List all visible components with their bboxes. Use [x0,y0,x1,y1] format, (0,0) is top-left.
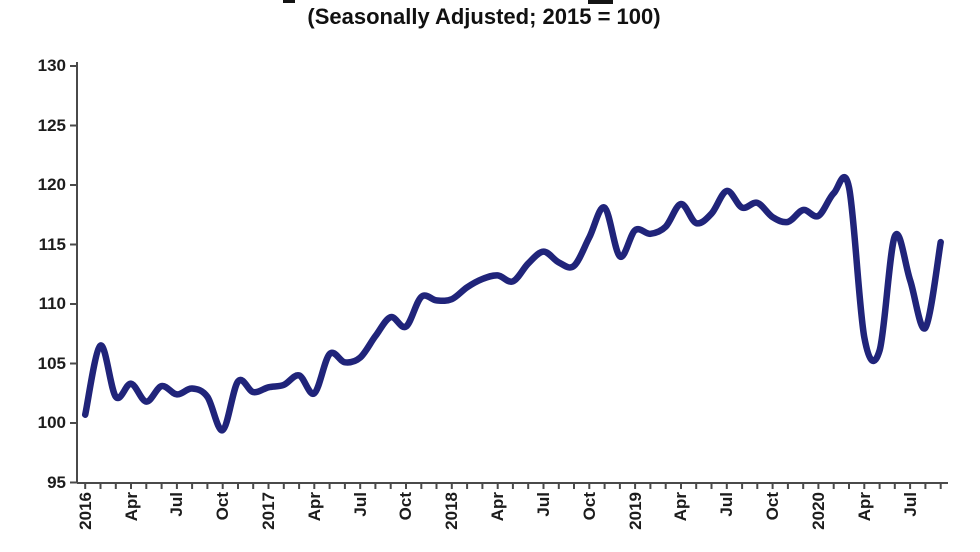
y-tick-label: 125 [37,116,66,135]
x-tick-label: 2020 [809,492,828,530]
x-tick-label: Apr [305,492,324,522]
y-tick-label: 95 [47,473,66,492]
x-tick-label: Jul [901,492,920,517]
x-tick-label: Jul [167,492,186,517]
x-tick-label: 2016 [76,492,95,530]
cropped-text-fragment [283,0,295,3]
y-tick-label: 130 [37,56,66,75]
x-tick-label: Apr [488,492,507,522]
data-line [81,174,944,434]
x-tick-label: Jul [717,492,736,517]
x-tick-label: Oct [580,492,599,521]
chart-title: (Seasonally Adjusted; 2015 = 100) [307,4,661,29]
y-tick-label: 100 [37,413,66,432]
x-tick-label: Apr [855,492,874,522]
y-tick-label: 120 [37,175,66,194]
x-tick-label: Apr [671,492,690,522]
x-tick-label: 2017 [259,492,278,530]
y-tick-label: 110 [38,294,66,313]
x-tick-label: Jul [534,492,553,517]
x-tick-label: Jul [351,492,370,517]
y-tick-label: 115 [38,235,66,254]
x-tick-label: Apr [122,492,141,522]
x-tick-label: Oct [213,492,232,521]
y-tick-label: 105 [37,354,66,373]
x-tick-label: 2018 [442,492,461,530]
x-tick-label: Oct [763,492,782,521]
x-tick-label: Oct [396,492,415,521]
x-tick-label: 2019 [626,492,645,530]
cropped-text-fragment [588,0,613,4]
